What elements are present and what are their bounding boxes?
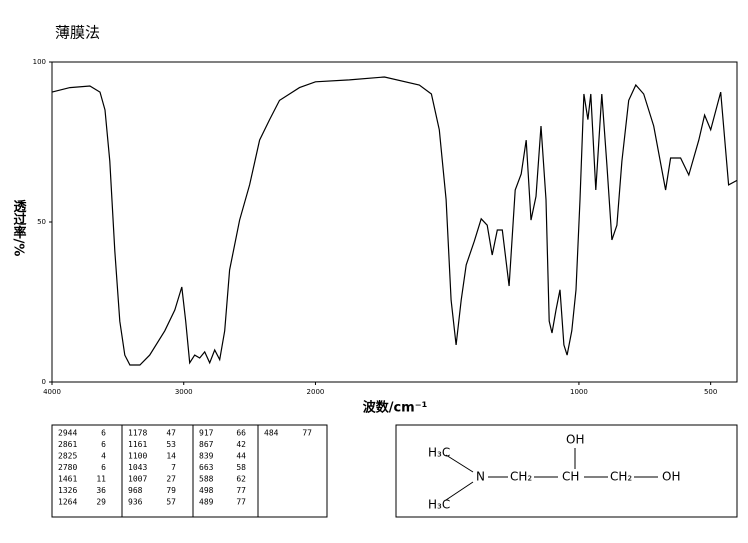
peak-transmittance: 14	[166, 452, 176, 461]
peak-wavenumber: 1461	[58, 475, 77, 484]
spectrum-line	[51, 76, 738, 366]
peak-transmittance: 47	[166, 429, 176, 438]
y-axis-label: 透过率/%	[11, 200, 27, 257]
peak-wavenumber: 498	[199, 486, 214, 495]
structure-frame	[395, 424, 738, 518]
peak-transmittance: 79	[166, 486, 176, 495]
bonds	[445, 448, 658, 501]
peak-wavenumber: 663	[199, 463, 214, 472]
peak-wavenumber: 1007	[128, 475, 147, 484]
peak-wavenumber: 2944	[58, 429, 77, 438]
peak-wavenumber: 588	[199, 475, 214, 484]
y-tick-label: 0	[42, 378, 46, 386]
peak-transmittance: 58	[236, 463, 246, 472]
y-tick-label: 50	[37, 218, 46, 226]
peak-transmittance: 42	[236, 440, 246, 449]
atom-label: H₃C	[428, 498, 450, 512]
peak-wavenumber: 1326	[58, 486, 77, 495]
peak-transmittance: 77	[236, 498, 246, 507]
peak-transmittance: 36	[96, 486, 106, 495]
peak-wavenumber: 968	[128, 486, 143, 495]
atom-label: H₃C	[428, 446, 450, 460]
x-tick-label: 4000	[43, 388, 61, 396]
x-tick-label: 3000	[175, 388, 193, 396]
plot-frame	[51, 61, 738, 383]
peak-transmittance: 29	[96, 498, 106, 507]
peak-transmittance: 57	[166, 498, 176, 507]
peak-wavenumber: 1178	[128, 429, 147, 438]
peak-transmittance: 6	[101, 440, 106, 449]
atom-label: OH	[662, 470, 680, 484]
peak-wavenumber: 917	[199, 429, 214, 438]
atom-label: CH₂	[610, 470, 632, 484]
x-tick-label: 2000	[307, 388, 325, 396]
peak-wavenumber: 2861	[58, 440, 77, 449]
peak-wavenumber: 1043	[128, 463, 147, 472]
peak-wavenumber: 2780	[58, 463, 77, 472]
peak-transmittance: 11	[96, 475, 106, 484]
peak-table-frame	[51, 424, 328, 518]
peak-wavenumber: 484	[264, 429, 279, 438]
atom-label: CH	[562, 470, 579, 484]
peak-transmittance: 6	[101, 429, 106, 438]
peak-wavenumber: 2825	[58, 452, 77, 461]
peak-wavenumber: 839	[199, 452, 214, 461]
peak-transmittance: 77	[236, 486, 246, 495]
peak-transmittance: 6	[101, 463, 106, 472]
peak-transmittance: 4	[101, 452, 106, 461]
x-tick-label: 1000	[570, 388, 588, 396]
peak-wavenumber: 1100	[128, 452, 147, 461]
peak-transmittance: 66	[236, 429, 246, 438]
atom-label: OH	[566, 433, 584, 447]
peak-transmittance: 62	[236, 475, 246, 484]
peak-transmittance: 44	[236, 452, 246, 461]
peak-transmittance: 27	[166, 475, 176, 484]
x-axis-label: 波数/cm⁻¹	[363, 400, 428, 416]
peak-wavenumber: 489	[199, 498, 214, 507]
peak-wavenumber: 867	[199, 440, 214, 449]
atom-label: CH₂	[510, 470, 532, 484]
peak-wavenumber: 1264	[58, 498, 77, 507]
peak-wavenumber: 1161	[128, 440, 147, 449]
peak-transmittance: 77	[302, 429, 312, 438]
atom-label: N	[476, 470, 485, 484]
x-tick-label: 500	[704, 388, 717, 396]
peak-transmittance: 7	[171, 463, 176, 472]
chart-title: 薄膜法	[55, 24, 100, 42]
y-tick-label: 100	[33, 58, 46, 66]
peak-transmittance: 53	[166, 440, 176, 449]
peak-wavenumber: 936	[128, 498, 143, 507]
